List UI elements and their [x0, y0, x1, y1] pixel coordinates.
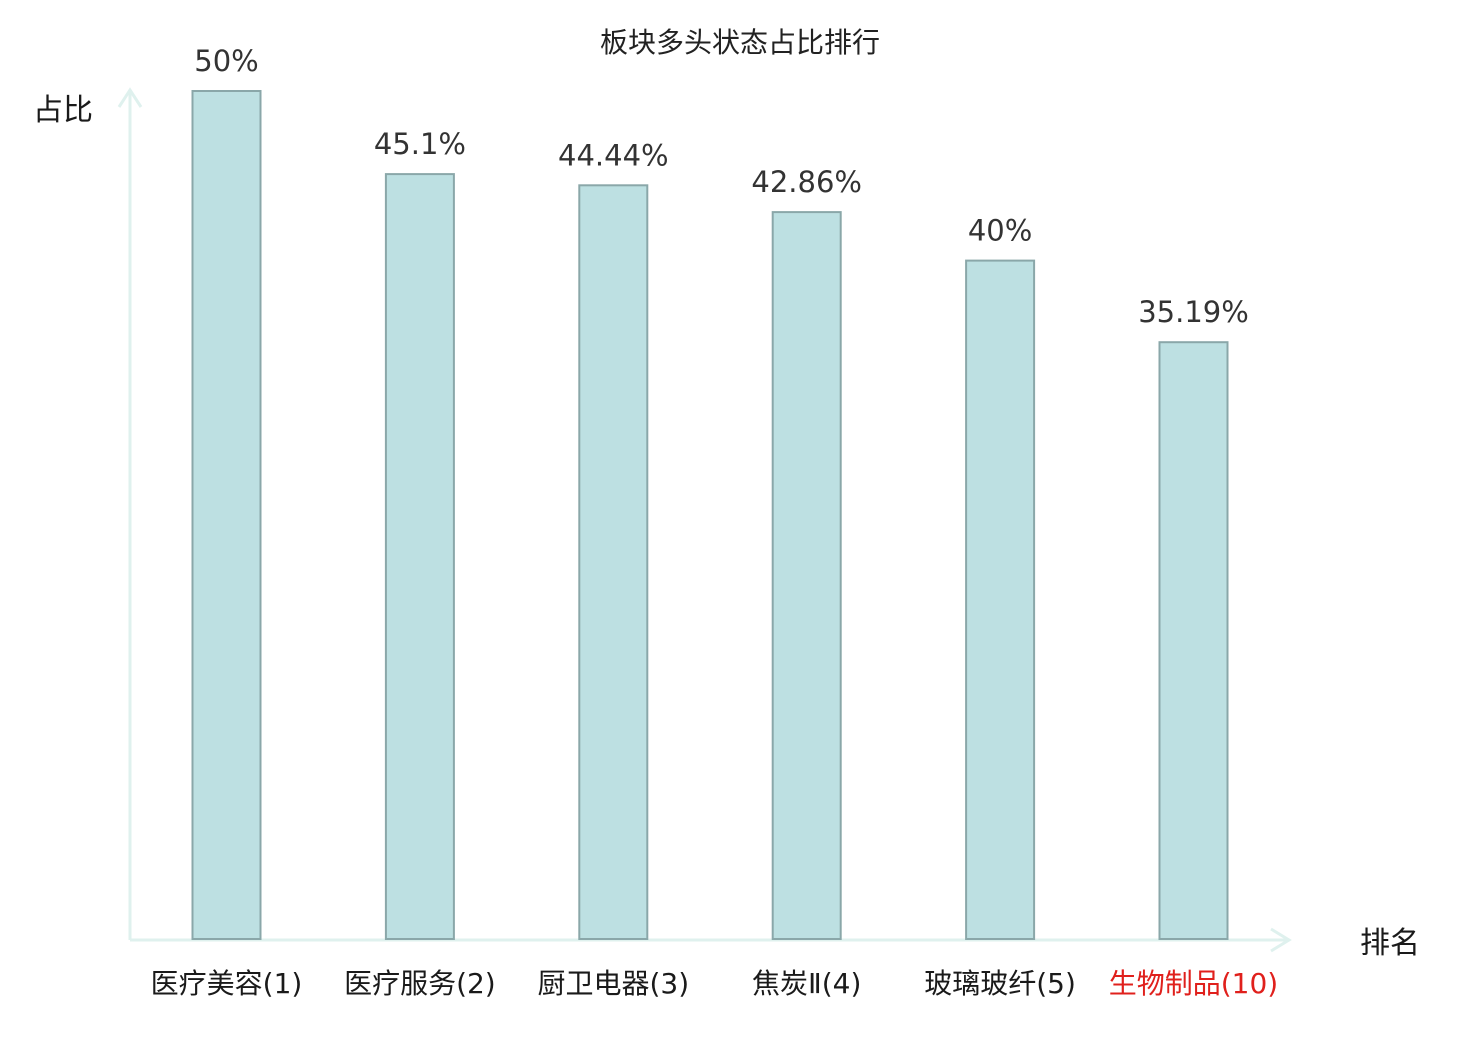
category-label-1: 医疗服务(2) — [344, 967, 496, 1000]
value-label-4: 40% — [968, 214, 1032, 248]
category-label-5: 生物制品(10) — [1109, 967, 1278, 1000]
y-axis-title: 占比 — [33, 93, 93, 128]
category-label-2: 厨卫电器(3) — [537, 967, 689, 1000]
x-axis-arrow — [1270, 927, 1292, 953]
value-labels-group: 50% 45.1% 44.44% 42.86% 40% 35.19% — [194, 44, 1249, 329]
bar-2 — [578, 184, 649, 941]
bar-4 — [965, 259, 1036, 941]
bar-3 — [771, 211, 842, 941]
value-label-0: 50% — [194, 44, 258, 78]
bars-group — [191, 90, 1229, 941]
chart-title: 板块多头状态占比排行 — [600, 26, 880, 59]
category-labels-group: 医疗美容(1) 医疗服务(2) 厨卫电器(3) 焦炭Ⅱ(4) 玻璃玻纤(5) 生物制品(1… — [151, 967, 1279, 1000]
y-axis-arrow — [117, 87, 143, 108]
x-axis-title: 排名 — [1360, 926, 1420, 961]
bar-0 — [191, 90, 262, 940]
bar-5 — [1158, 341, 1229, 940]
bar-1 — [384, 173, 455, 941]
value-label-1: 45.1% — [374, 127, 466, 161]
category-label-0: 医疗美容(1) — [151, 967, 303, 1000]
category-label-4: 玻璃玻纤(5) — [924, 967, 1076, 1000]
category-label-3: 焦炭Ⅱ(4) — [752, 967, 861, 1000]
value-label-5: 35.19% — [1138, 295, 1249, 329]
value-label-3: 42.86% — [751, 165, 862, 199]
axes — [117, 87, 1292, 953]
value-label-2: 44.44% — [558, 138, 669, 172]
